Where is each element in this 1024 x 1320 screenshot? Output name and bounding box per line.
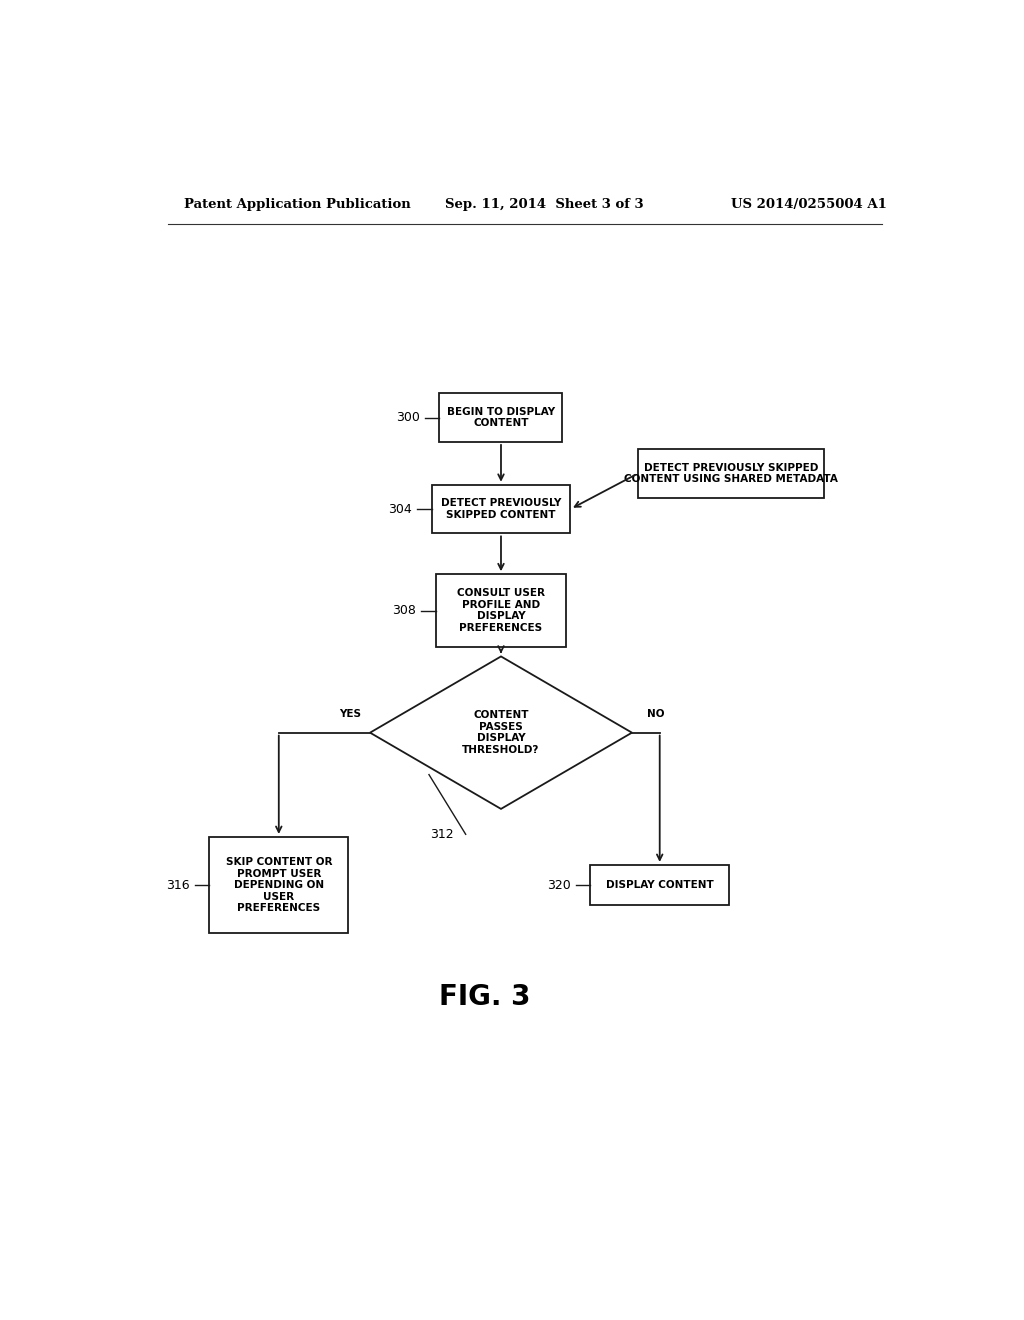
Text: SKIP CONTENT OR
PROMPT USER
DEPENDING ON
USER
PREFERENCES: SKIP CONTENT OR PROMPT USER DEPENDING ON… (225, 857, 332, 913)
Text: DETECT PREVIOUSLY SKIPPED
CONTENT USING SHARED METADATA: DETECT PREVIOUSLY SKIPPED CONTENT USING … (625, 463, 838, 484)
Text: 308: 308 (392, 605, 416, 618)
Text: DETECT PREVIOUSLY
SKIPPED CONTENT: DETECT PREVIOUSLY SKIPPED CONTENT (440, 498, 561, 520)
Text: Patent Application Publication: Patent Application Publication (183, 198, 411, 211)
Text: 300: 300 (395, 411, 420, 424)
Text: FIG. 3: FIG. 3 (439, 983, 530, 1011)
Text: NO: NO (647, 709, 665, 719)
Text: US 2014/0255004 A1: US 2014/0255004 A1 (731, 198, 887, 211)
FancyBboxPatch shape (209, 837, 348, 933)
Text: YES: YES (339, 709, 361, 719)
Polygon shape (370, 656, 632, 809)
FancyBboxPatch shape (638, 449, 824, 498)
FancyBboxPatch shape (435, 574, 566, 647)
Text: 312: 312 (430, 828, 454, 841)
Text: 320: 320 (547, 879, 570, 891)
FancyBboxPatch shape (590, 865, 729, 906)
Text: 316: 316 (166, 879, 189, 891)
Text: Sep. 11, 2014  Sheet 3 of 3: Sep. 11, 2014 Sheet 3 of 3 (445, 198, 644, 211)
Text: CONSULT USER
PROFILE AND
DISPLAY
PREFERENCES: CONSULT USER PROFILE AND DISPLAY PREFERE… (457, 589, 545, 634)
Text: CONTENT
PASSES
DISPLAY
THRESHOLD?: CONTENT PASSES DISPLAY THRESHOLD? (462, 710, 540, 755)
Text: 304: 304 (388, 503, 412, 516)
Text: DISPLAY CONTENT: DISPLAY CONTENT (606, 880, 714, 890)
FancyBboxPatch shape (439, 393, 562, 442)
Text: BEGIN TO DISPLAY
CONTENT: BEGIN TO DISPLAY CONTENT (446, 407, 555, 429)
FancyBboxPatch shape (431, 484, 570, 533)
